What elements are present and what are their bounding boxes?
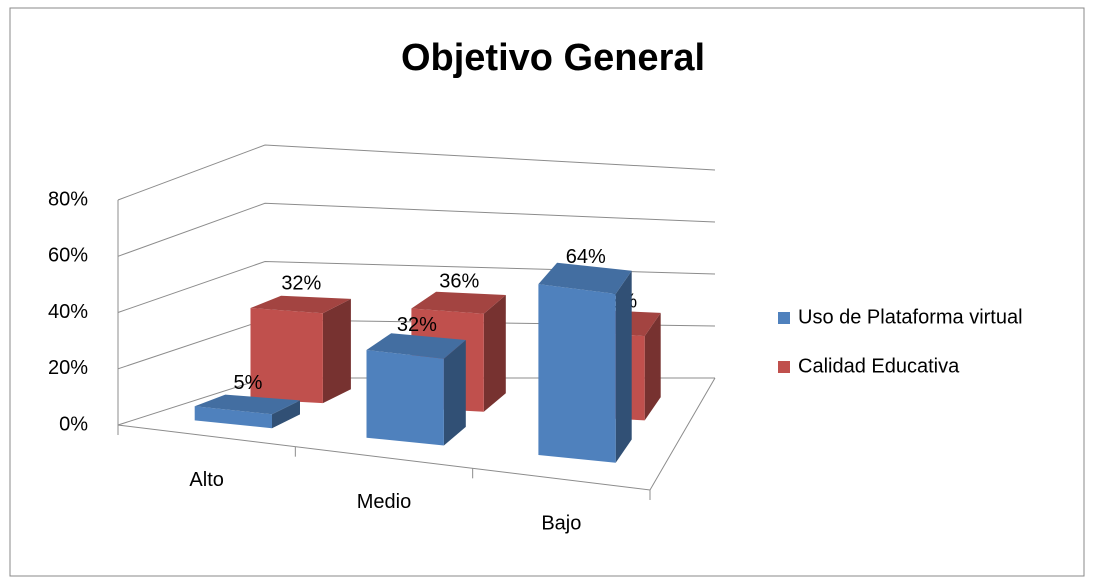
bar-top — [250, 295, 351, 314]
bar-side — [322, 298, 351, 404]
data-label: 32% — [281, 272, 321, 294]
bar-top — [366, 333, 466, 359]
data-label: 5% — [234, 372, 263, 394]
bar-side — [483, 295, 506, 412]
y-tick-label: 40% — [48, 301, 88, 323]
bar-top — [538, 262, 632, 294]
x-tick-label: Medio — [357, 491, 411, 513]
legend-label: Calidad Educativa — [798, 355, 960, 377]
y-tick-label: 80% — [48, 188, 88, 210]
bar-side — [272, 400, 300, 429]
bar-side — [644, 312, 661, 421]
grid-line — [117, 144, 716, 201]
data-label: 64% — [566, 246, 606, 268]
legend-label: Uso de Plataforma virtual — [798, 306, 1023, 328]
legend-swatch — [778, 312, 790, 324]
bar-side — [443, 340, 466, 446]
bar-front — [366, 350, 444, 446]
bar-side — [615, 270, 632, 463]
y-tick-label: 60% — [48, 245, 88, 267]
data-label: 32% — [397, 314, 437, 336]
bar-front — [538, 284, 616, 463]
y-tick-label: 20% — [48, 357, 88, 379]
chart-title: Objetivo General — [401, 37, 705, 79]
bar-front — [194, 406, 272, 429]
x-tick-label: Bajo — [541, 512, 581, 534]
x-tick-label: Alto — [189, 469, 223, 491]
bar-top — [411, 291, 506, 314]
y-tick-label: 0% — [59, 413, 88, 435]
bar-front — [250, 308, 323, 404]
legend-swatch — [778, 361, 790, 373]
grid-line — [117, 202, 716, 257]
data-label: 36% — [439, 271, 479, 293]
bar-top — [194, 394, 300, 415]
axis-line — [117, 200, 716, 491]
